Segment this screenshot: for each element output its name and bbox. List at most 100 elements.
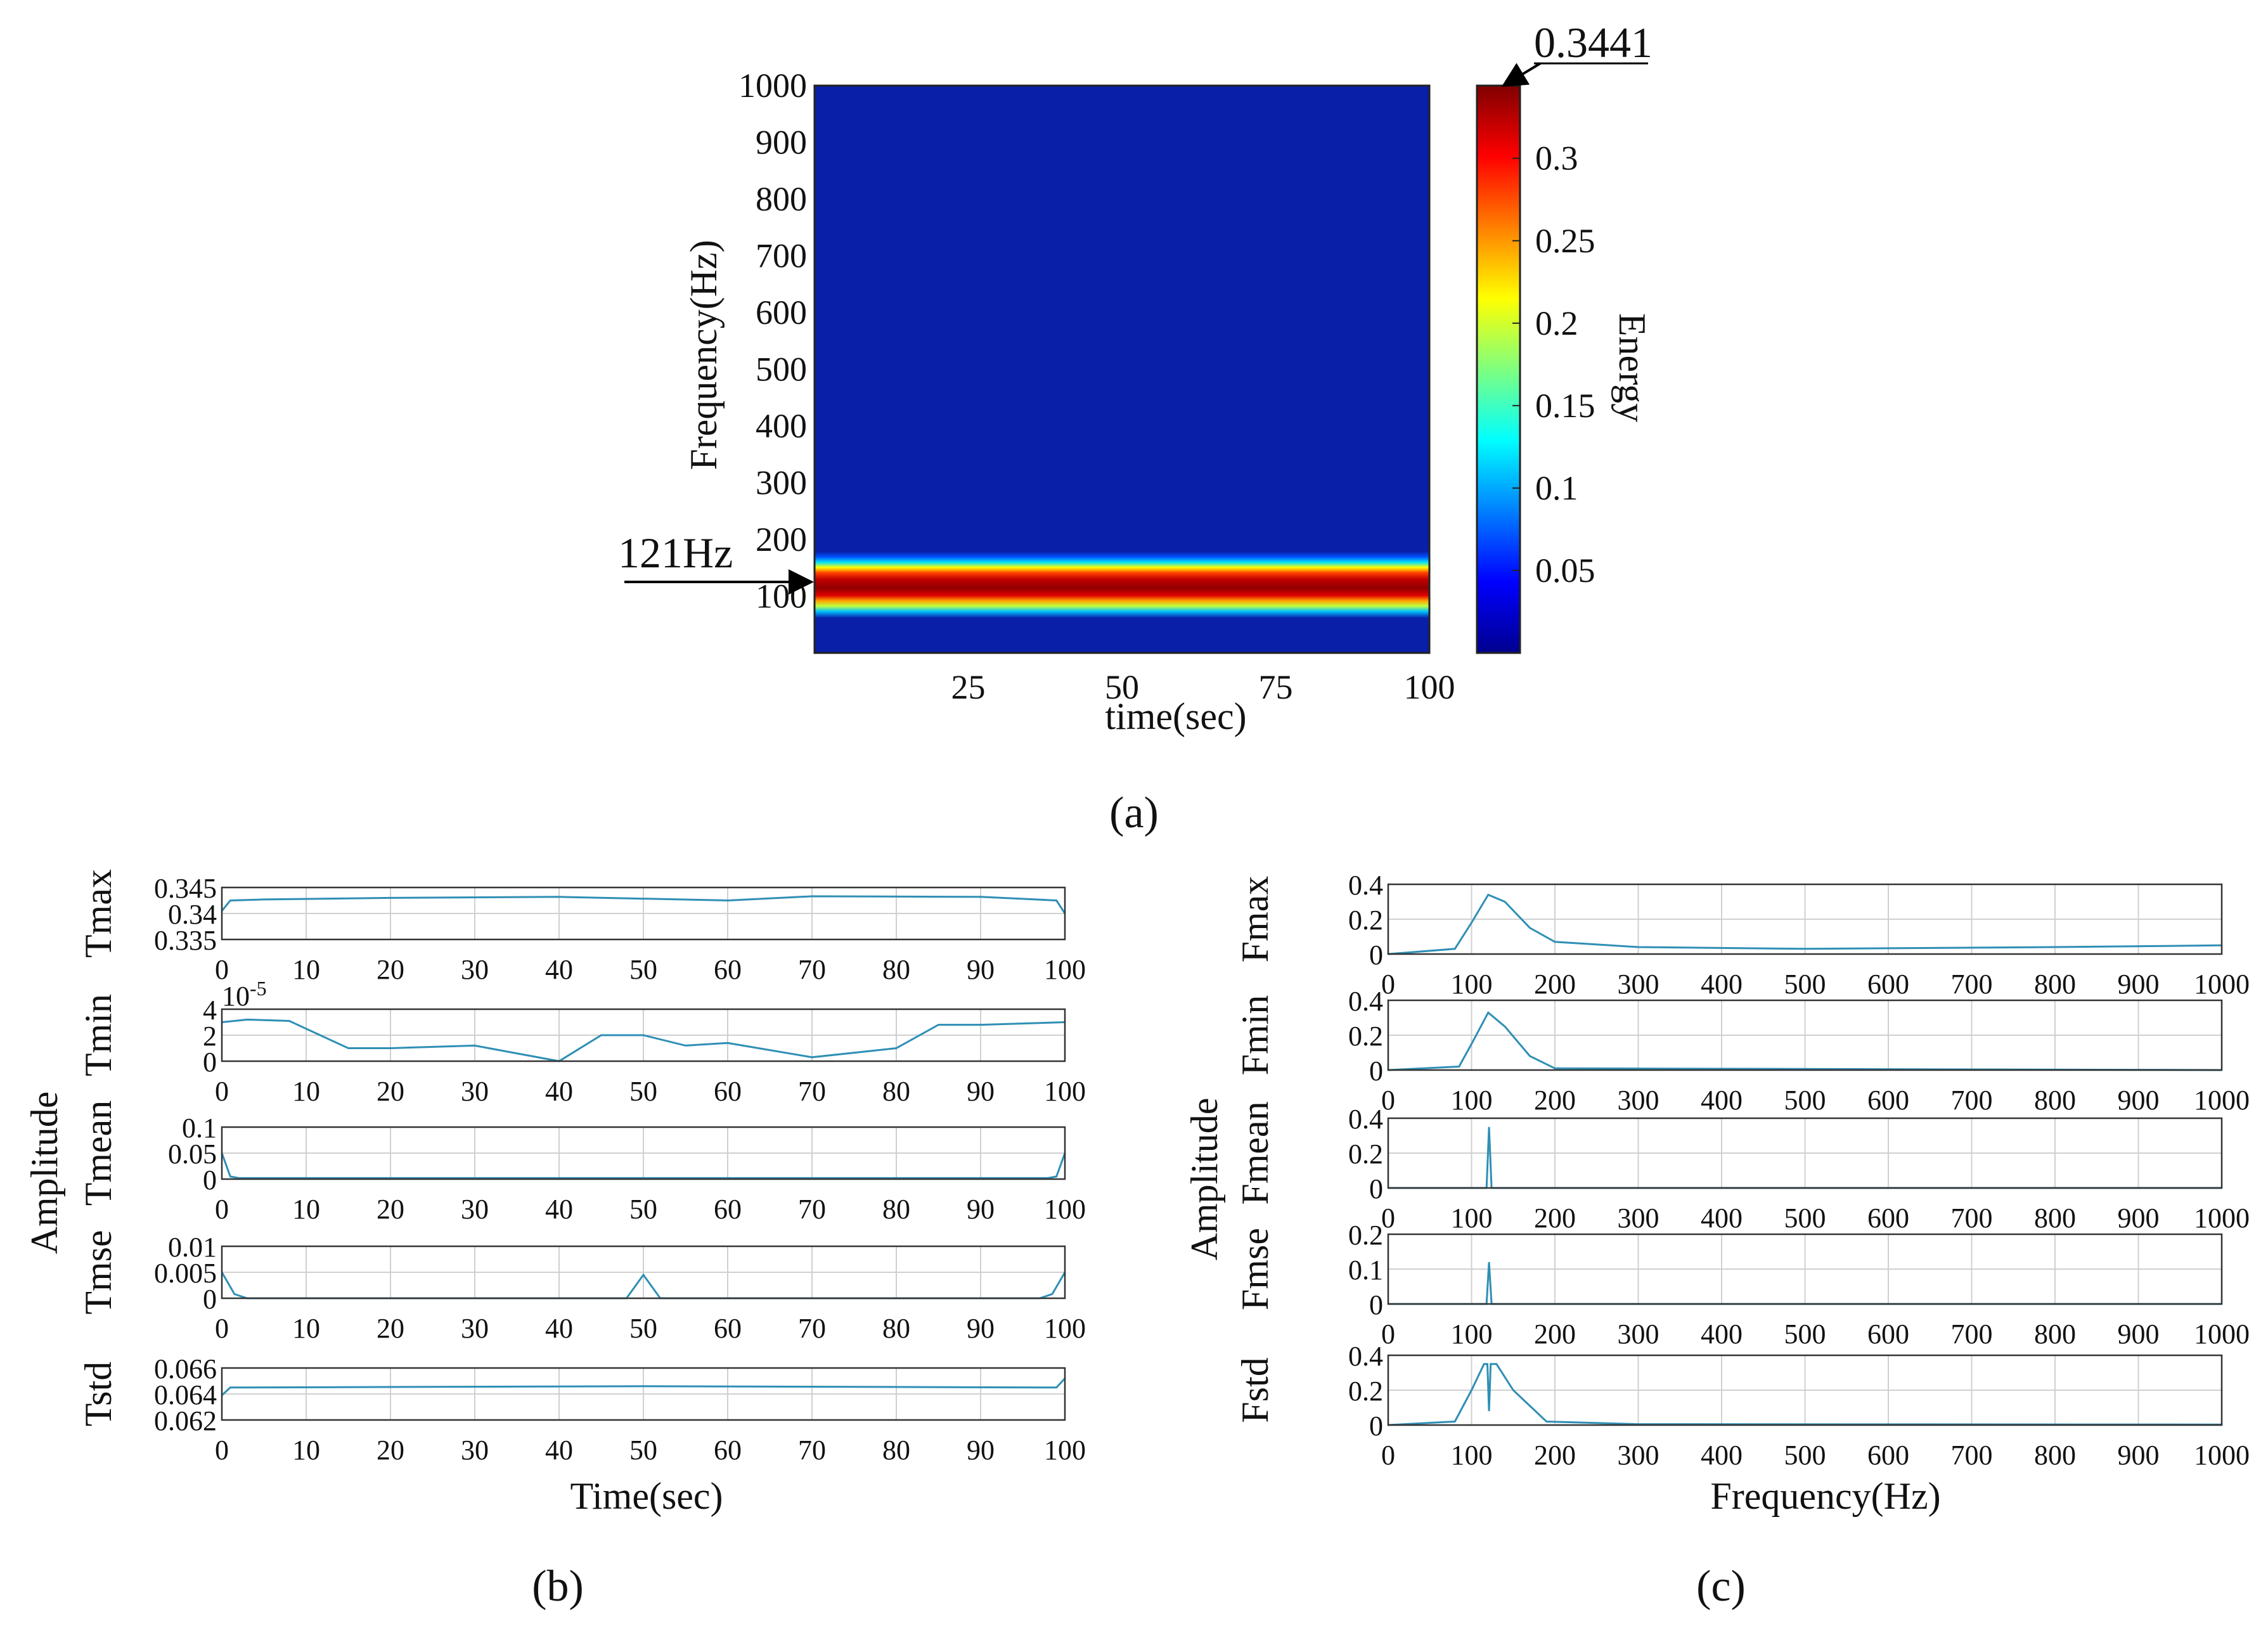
exponent-label: 10-5 <box>222 977 267 1012</box>
subplot-frame <box>221 1367 1066 1421</box>
x-tick-label: 50 <box>629 1313 657 1344</box>
x-tick-label: 100 <box>1451 1319 1493 1350</box>
x-tick-label: 0 <box>215 1076 229 1107</box>
x-tick-label: 70 <box>798 1435 826 1466</box>
x-tick-label: 50 <box>629 954 657 985</box>
x-tick-label: 80 <box>882 954 910 985</box>
x-tick-label: 60 <box>714 1435 742 1466</box>
series-line-fmax <box>1388 893 2222 955</box>
y-tick-label: 900 <box>756 124 807 162</box>
x-tick-label: 500 <box>1784 1085 1826 1116</box>
x-tick-label: 300 <box>1618 1319 1659 1350</box>
x-tick-label: 100 <box>1044 954 1086 985</box>
x-tick-label: 1000 <box>2194 1203 2250 1234</box>
x-tick-label: 0 <box>1381 1440 1395 1471</box>
y-tick-label: 400 <box>756 407 807 445</box>
spectrogram-band <box>815 552 1429 618</box>
spectrogram-ylabel: Frequency(Hz) <box>683 240 725 470</box>
x-tick-label: 30 <box>461 1076 489 1107</box>
x-tick-label: 400 <box>1701 1203 1743 1234</box>
x-tick-label: 900 <box>2118 969 2160 1000</box>
colorbar-max-annotation: 0.3441 <box>1534 18 1653 67</box>
x-tick-label: 60 <box>714 1194 742 1225</box>
x-tick-label: 900 <box>2118 1319 2160 1350</box>
x-tick-label: 90 <box>967 1194 995 1225</box>
x-tick-label: 100 <box>1451 969 1493 1000</box>
y-tick-label: 0 <box>1369 1410 1383 1442</box>
colorbar-ticks: 0.05 0.1 0.15 0.2 0.25 0.3 <box>1512 139 1595 590</box>
subplot-frame <box>221 1245 1066 1300</box>
x-tick-label: 40 <box>545 1076 573 1107</box>
x-tick-label: 600 <box>1867 969 1909 1000</box>
y-tick-label: 0.1 <box>182 1113 217 1144</box>
subplot-label: Fmax <box>1234 876 1276 963</box>
y-tick-label: 0.2 <box>1348 1021 1383 1052</box>
x-tick-label: 700 <box>1951 1085 1993 1116</box>
x-tick-label: 90 <box>967 1313 995 1344</box>
subplot-label: Fstd <box>1234 1357 1276 1423</box>
x-tick-label: 0 <box>1381 1319 1395 1350</box>
y-tick-label: 0.335 <box>154 925 217 956</box>
x-tick-label: 70 <box>798 1076 826 1107</box>
x-tick-label: 700 <box>1951 1319 1993 1350</box>
subplot-frame <box>221 1126 1066 1180</box>
x-tick-label: 100 <box>1451 1203 1493 1234</box>
y-tick-label: 500 <box>756 351 807 389</box>
colorbar <box>1476 84 1521 654</box>
subplot-label: Fmean <box>1234 1101 1276 1204</box>
y-tick-label: 0 <box>1369 939 1383 971</box>
x-tick-label: 0 <box>215 1194 229 1225</box>
y-tick-label: 300 <box>756 464 807 502</box>
subplot-fmin: 0.40.200 100 200 300 400 500 600 700 800 900 1000F… <box>1234 986 2250 1116</box>
x-tick-label: 500 <box>1784 1319 1826 1350</box>
y-tick-label: 0 <box>1369 1055 1383 1087</box>
subplot-label: Tmse <box>77 1230 119 1314</box>
y-tick-label: 0.34 <box>168 899 217 930</box>
x-tick-label: 60 <box>714 954 742 985</box>
x-tick-label: 900 <box>2118 1440 2160 1471</box>
x-tick-label: 30 <box>461 1194 489 1225</box>
x-tick-label: 30 <box>461 954 489 985</box>
x-tick-label: 400 <box>1701 969 1743 1000</box>
frequency-features-panel: 0.40.200 100 200 300 400 500 600 700 800 900 1000F… <box>1234 870 2250 1471</box>
spectrogram-frame <box>813 84 1431 654</box>
y-tick-label: 2 <box>203 1021 217 1052</box>
x-tick-label: 1000 <box>2194 1085 2250 1116</box>
y-tick-label: 0.2 <box>1348 905 1383 936</box>
caption-b: (b) <box>532 1562 584 1611</box>
subplot-frame <box>1387 1354 2223 1426</box>
x-tick-label: 10 <box>292 1313 320 1344</box>
y-tick-label: 0.2 <box>1348 1139 1383 1170</box>
x-tick-label: 1000 <box>2194 1319 2250 1350</box>
subplot-fmean: 0.40.200 100 200 300 400 500 600 700 800 900 1000F… <box>1234 1101 2250 1234</box>
x-tick-label: 100 <box>1451 1085 1493 1116</box>
x-tick-label: 1000 <box>2194 1440 2250 1471</box>
y-tick-label: 700 <box>756 237 807 275</box>
x-tick-label: 100 <box>1044 1313 1086 1344</box>
colorbar-tick-label: 0.25 <box>1535 222 1595 260</box>
subplot-label: Tmin <box>77 994 119 1076</box>
y-tick-label: 0 <box>1369 1173 1383 1204</box>
time-features-xlabel: Time(sec) <box>570 1475 723 1517</box>
x-tick-label: 700 <box>1951 1203 1993 1234</box>
y-tick-label: 0 <box>203 1047 217 1078</box>
subplot-frame <box>1387 883 2223 955</box>
x-tick-label: 20 <box>377 1435 404 1466</box>
x-tick-label: 0 <box>215 1435 229 1466</box>
subplot-label: Tmean <box>77 1100 119 1206</box>
x-tick-label: 0 <box>1381 969 1395 1000</box>
y-tick-label: 0.4 <box>1348 986 1383 1017</box>
x-tick-label: 200 <box>1534 1203 1576 1234</box>
y-tick-label: 0.005 <box>154 1258 217 1289</box>
x-tick-label: 800 <box>2034 1085 2076 1116</box>
y-tick-label: 0 <box>203 1284 217 1315</box>
x-tick-label: 100 <box>1044 1194 1086 1225</box>
x-tick-label: 200 <box>1534 969 1576 1000</box>
x-tick-label: 10 <box>292 1435 320 1466</box>
x-tick-label: 800 <box>2034 1319 2076 1350</box>
x-tick-label: 40 <box>545 1313 573 1344</box>
subplot-label: Tstd <box>77 1362 119 1426</box>
y-tick-label: 0.345 <box>154 873 217 904</box>
